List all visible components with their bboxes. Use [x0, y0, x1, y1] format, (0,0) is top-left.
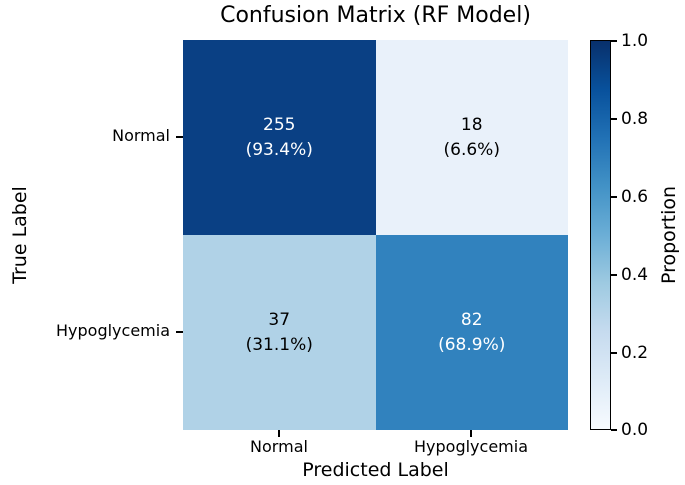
chart-title: Confusion Matrix (RF Model): [220, 3, 531, 28]
colorbar-tick-label: 1.0: [621, 31, 649, 51]
colorbar-tick-mark: [611, 40, 617, 42]
cell-percent: (31.1%): [245, 334, 313, 355]
x-tick-mark: [470, 430, 472, 437]
colorbar-tick-mark: [611, 196, 617, 198]
colorbar-tick-label: 0.2: [621, 343, 649, 363]
cell-percent: (93.4%): [245, 139, 313, 160]
colorbar-axis-label: Proportion: [658, 185, 680, 285]
colorbar-tick-mark: [611, 274, 617, 276]
y-tick-mark: [176, 136, 183, 138]
colorbar-tick-label: 0.6: [621, 187, 649, 207]
cell-count: 37: [268, 309, 291, 330]
cell-percent: (68.9%): [438, 334, 506, 355]
heatmap-cell-true-hypoglycemia-pred-normal: 37 (31.1%): [183, 235, 376, 430]
heatmap-cell-true-hypoglycemia-pred-hypoglycemia: 82 (68.9%): [375, 235, 568, 430]
cell-count: 82: [460, 309, 483, 330]
heatmap-cell-true-normal-pred-normal: 255 (93.4%): [183, 40, 376, 235]
colorbar-tick-label: 0.0: [621, 420, 649, 440]
y-tick-label-hypoglycemia: Hypoglycemia: [56, 321, 170, 340]
colorbar-tick-label: 0.8: [621, 109, 649, 129]
y-axis-label: True Label: [9, 186, 31, 284]
x-axis-label: Predicted Label: [302, 459, 449, 481]
colorbar-tick-label: 0.4: [621, 265, 649, 285]
heatmap-grid: 255 (93.4%) 18 (6.6%) 37 (31.1%) 82 (68.…: [183, 40, 568, 430]
x-tick-label-hypoglycemia: Hypoglycemia: [414, 437, 528, 456]
colorbar-tick-mark: [611, 429, 617, 431]
heatmap-cell-true-normal-pred-hypoglycemia: 18 (6.6%): [375, 40, 568, 235]
colorbar-tick-mark: [611, 352, 617, 354]
cell-count: 255: [263, 114, 296, 135]
y-tick-label-normal: Normal: [112, 126, 170, 145]
x-tick-mark: [278, 430, 280, 437]
cell-count: 18: [460, 114, 483, 135]
colorbar-tick-mark: [611, 118, 617, 120]
y-tick-mark: [176, 331, 183, 333]
x-tick-label-normal: Normal: [250, 437, 308, 456]
colorbar-gradient: [590, 40, 611, 430]
cell-percent: (6.6%): [443, 139, 500, 160]
